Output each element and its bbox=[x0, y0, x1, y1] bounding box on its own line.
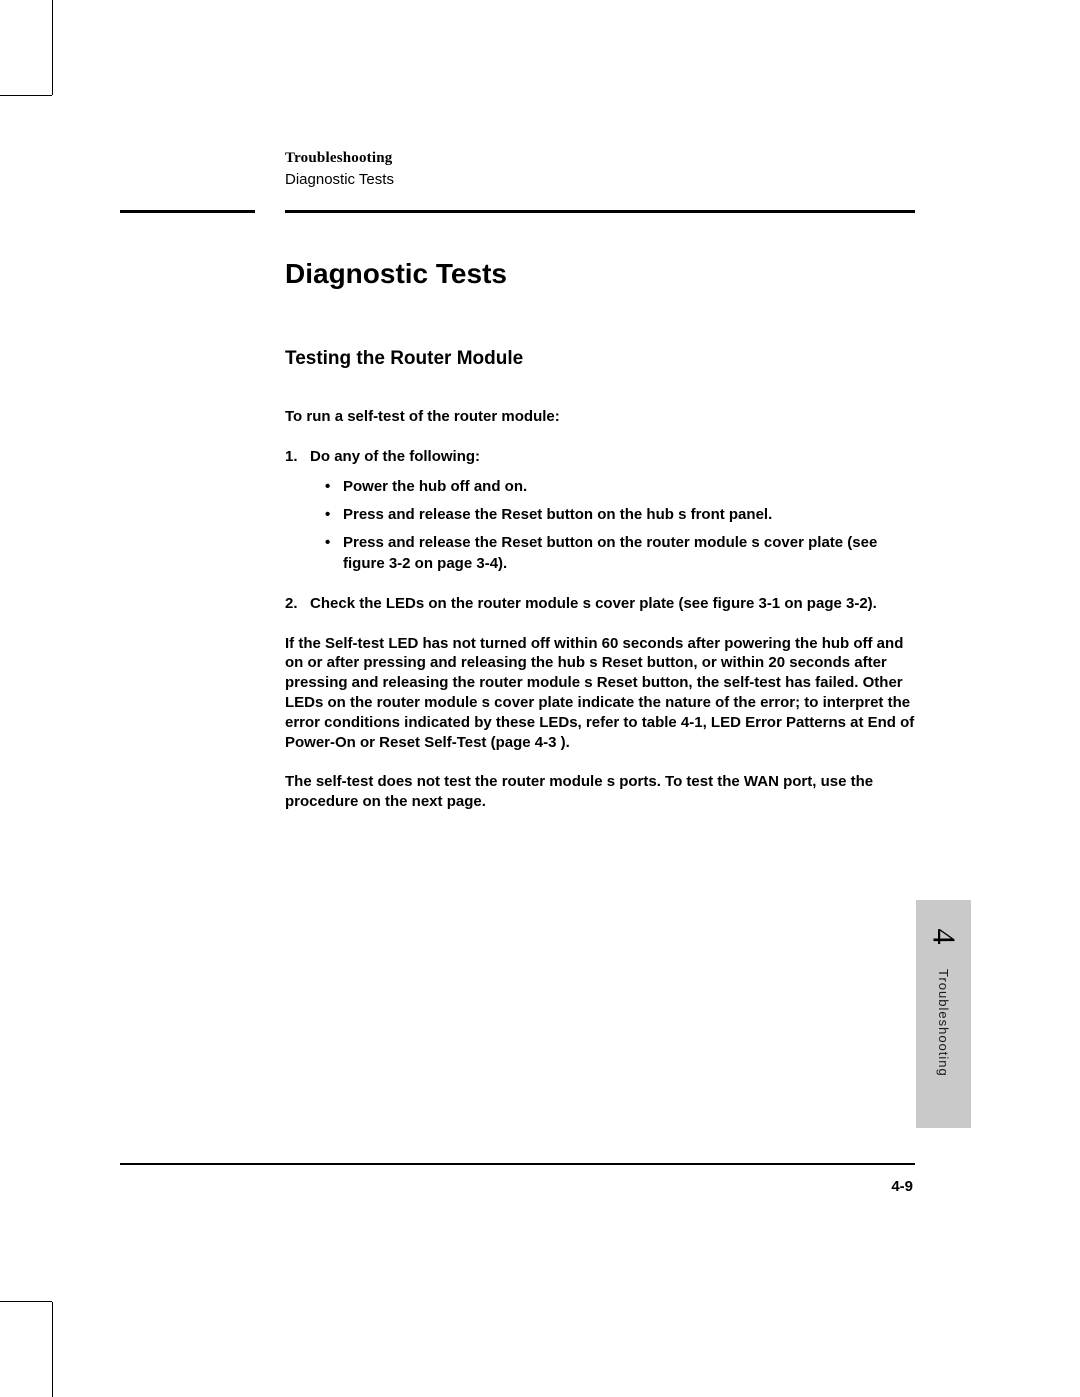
bullet-list: Power the hub off and on. Press and rele… bbox=[285, 477, 915, 574]
tab-label: Troubleshooting bbox=[936, 969, 951, 1077]
crop-mark-left bbox=[52, 0, 53, 95]
step-text: Do any of the following: bbox=[310, 448, 480, 465]
intro-text: To run a self-test of the router module: bbox=[285, 408, 915, 425]
body-paragraph: If the Self-test LED has not turned off … bbox=[285, 634, 915, 753]
step-1: 1. Do any of the following: bbox=[285, 447, 915, 467]
rule-short bbox=[120, 210, 255, 213]
rule-heavy bbox=[285, 210, 915, 213]
page-number: 4-9 bbox=[891, 1178, 913, 1195]
section-title: Testing the Router Module bbox=[285, 348, 915, 370]
body-paragraph: The self-test does not test the router m… bbox=[285, 772, 915, 812]
list-item: Press and release the Reset button on th… bbox=[343, 533, 915, 574]
list-item: Press and release the Reset button on th… bbox=[343, 505, 915, 525]
crop-mark-left-bottom bbox=[52, 1302, 53, 1397]
running-section: Diagnostic Tests bbox=[285, 171, 915, 188]
tab-number: 4 bbox=[925, 929, 962, 945]
crop-mark-bottom bbox=[0, 1301, 52, 1302]
crop-mark-top bbox=[0, 95, 52, 96]
running-chapter: Troubleshooting bbox=[285, 150, 915, 167]
step-num: 1. bbox=[285, 448, 298, 465]
footer-rule bbox=[120, 1163, 915, 1165]
step-2: 2. Check the LEDs on the router module s… bbox=[285, 594, 915, 614]
chapter-tab: 4 Troubleshooting bbox=[916, 900, 971, 1128]
step-num: 2. bbox=[285, 595, 298, 612]
page-content: Troubleshooting Diagnostic Tests Diagnos… bbox=[285, 150, 915, 832]
page-title: Diagnostic Tests bbox=[285, 258, 915, 290]
step-text: Check the LEDs on the router module s co… bbox=[310, 595, 877, 612]
list-item: Power the hub off and on. bbox=[343, 477, 915, 497]
